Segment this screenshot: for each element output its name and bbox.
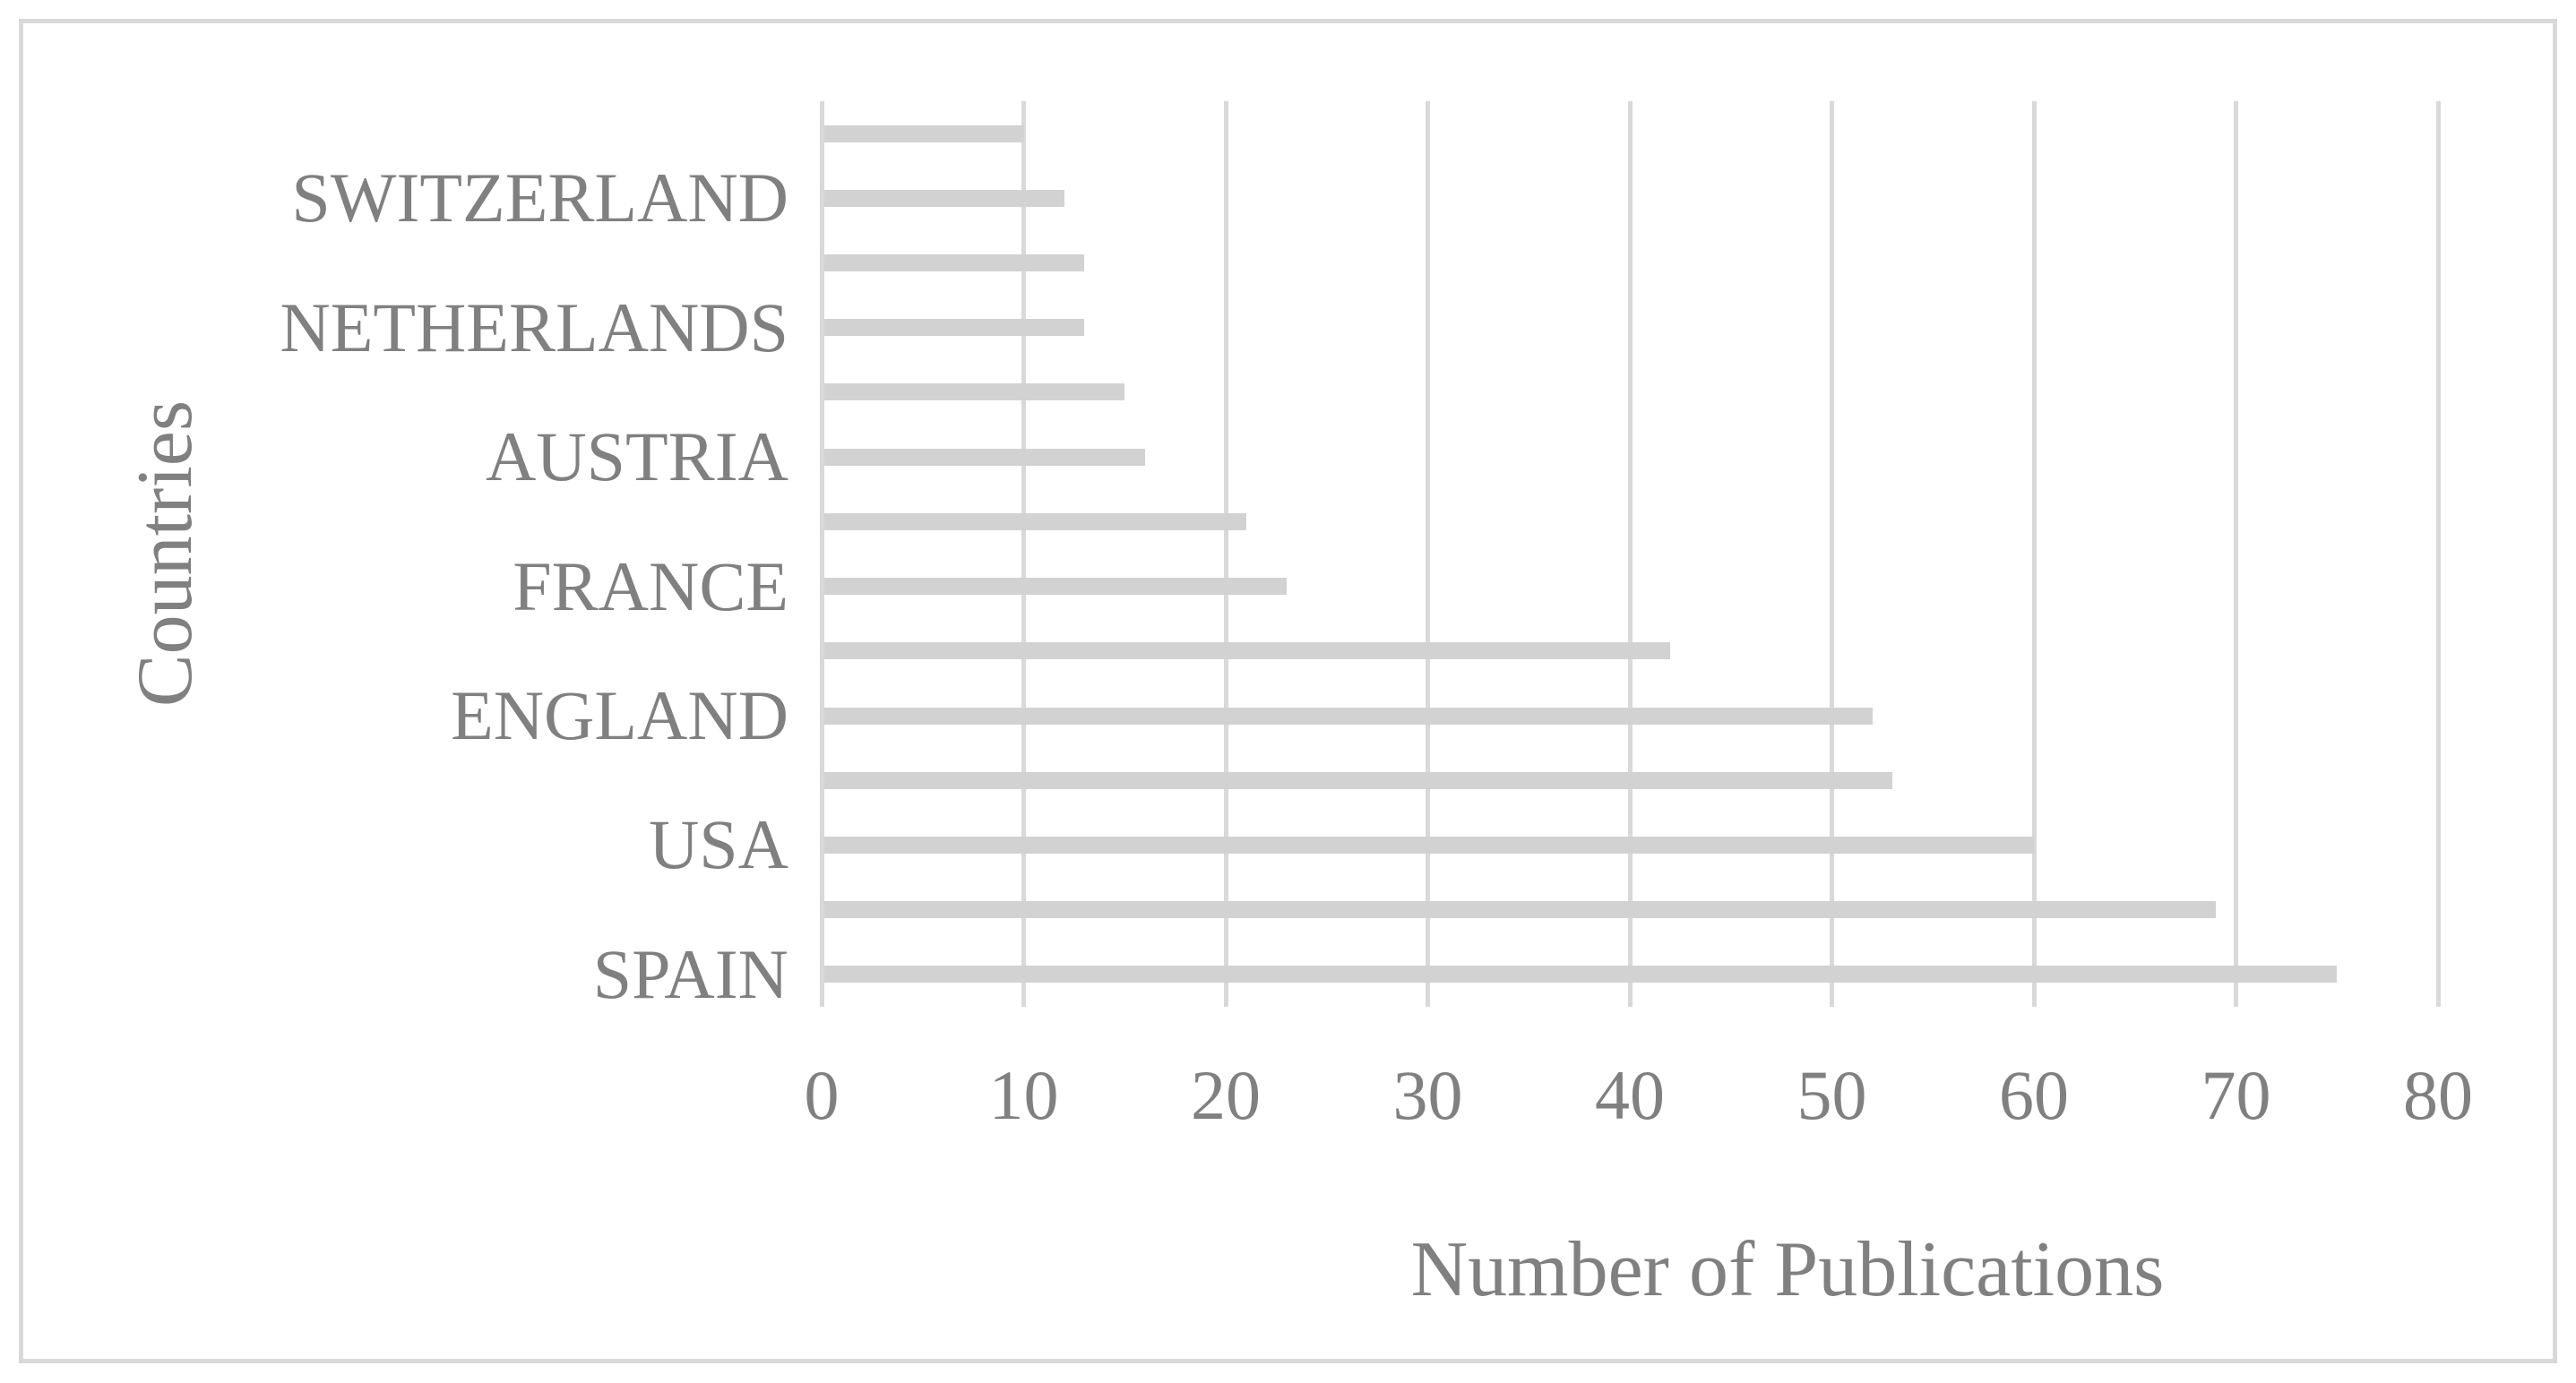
bar-austria <box>824 448 1145 466</box>
x-tick-label-70: 70 <box>2201 1056 2271 1134</box>
x-axis-title: Number of Publications <box>1410 1226 2165 1313</box>
category-label-spain: SPAIN <box>592 934 788 1013</box>
category-label-austria: AUSTRIA <box>485 417 788 496</box>
gridline-x-30 <box>1426 101 1430 1007</box>
y-axis-line <box>820 101 824 1007</box>
bar-unlabeled-11 <box>824 771 1893 789</box>
x-tick-label-50: 50 <box>1796 1056 1867 1134</box>
gridline-x-10 <box>1021 101 1026 1007</box>
plot-area <box>820 101 2441 1007</box>
bar-unlabeled-3 <box>824 254 1085 272</box>
x-tick-label-60: 60 <box>1999 1056 2069 1134</box>
bar-unlabeled-13 <box>824 901 2216 919</box>
bar-unlabeled-1 <box>824 125 1024 142</box>
gridline-x-80 <box>2435 101 2441 1007</box>
gridline-x-40 <box>1627 101 1633 1007</box>
bar-unlabeled-5 <box>824 383 1125 401</box>
category-label-england: ENGLAND <box>451 676 788 755</box>
bar-unlabeled-7 <box>824 512 1246 530</box>
bar-switzerland <box>824 189 1064 207</box>
x-tick-label-30: 30 <box>1392 1056 1463 1134</box>
x-tick-label-40: 40 <box>1595 1056 1665 1134</box>
bar-netherlands <box>824 319 1085 337</box>
x-tick-label-20: 20 <box>1191 1056 1261 1134</box>
category-label-switzerland: SWITZERLAND <box>291 159 788 237</box>
category-label-netherlands: NETHERLANDS <box>280 288 788 366</box>
bar-usa <box>824 836 2034 854</box>
bar-england <box>824 707 1873 725</box>
gridline-x-20 <box>1223 101 1228 1007</box>
category-label-usa: USA <box>648 805 788 884</box>
x-tick-label-10: 10 <box>988 1056 1059 1134</box>
x-tick-label-0: 0 <box>804 1056 840 1134</box>
category-label-france: FRANCE <box>513 546 788 625</box>
bar-spain <box>824 966 2338 984</box>
gridline-x-70 <box>2234 101 2238 1007</box>
gridline-x-60 <box>2031 101 2037 1007</box>
x-tick-label-80: 80 <box>2403 1056 2473 1134</box>
bar-unlabeled-9 <box>824 642 1671 660</box>
gridline-x-50 <box>1830 101 1834 1007</box>
bar-france <box>824 578 1287 596</box>
